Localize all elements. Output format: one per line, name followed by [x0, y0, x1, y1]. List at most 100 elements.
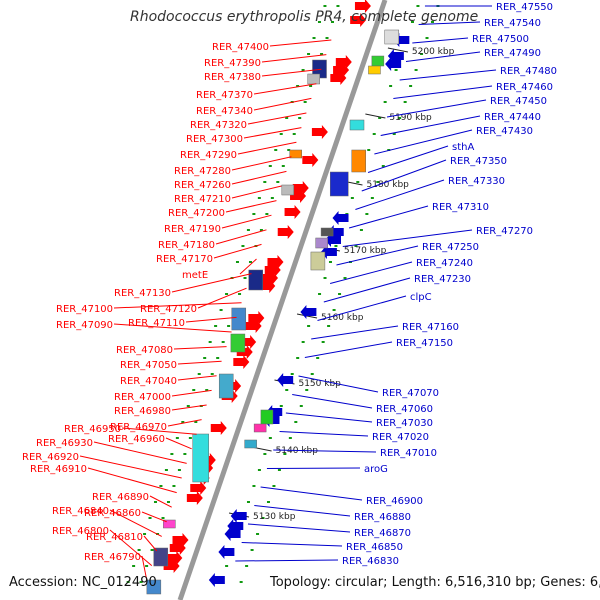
leader-line-left — [167, 419, 202, 427]
gene-label-right: RER_47310 — [432, 202, 489, 213]
track-dot — [288, 437, 292, 439]
leader-line-left — [165, 437, 192, 450]
topology-label: Topology: circular; Length: 6,516,310 bp… — [270, 575, 600, 590]
kbp-tick — [365, 113, 386, 119]
track-dot — [290, 373, 294, 375]
forward-gene-arrow — [210, 421, 227, 435]
gene-label-left: RER_47400 — [212, 42, 269, 53]
track-dot — [170, 453, 174, 455]
leader-line-right — [292, 394, 373, 409]
forward-gene-arrow — [284, 205, 301, 219]
leader-line-left — [231, 170, 287, 185]
kbp-label: 5130 kbp — [253, 512, 296, 522]
leader-line-left — [79, 455, 182, 479]
gene-label-left: RER_47290 — [180, 150, 237, 161]
leader-line-left — [239, 258, 257, 275]
reverse-gene-arrow — [230, 509, 247, 523]
leader-line-right — [273, 449, 377, 453]
gene-label-right: RER_47460 — [496, 82, 553, 93]
track-dot — [126, 581, 130, 583]
leader-line-right — [405, 51, 481, 62]
gene-label-left: RER_47370 — [196, 90, 253, 101]
track-dot — [225, 293, 229, 295]
track-dot — [279, 405, 283, 407]
track-dot — [137, 549, 141, 551]
track-dot — [148, 517, 152, 519]
kbp-label: 5140 kbp — [276, 446, 319, 456]
gene-label-right: RER_46850 — [346, 542, 403, 553]
track-dot — [203, 357, 207, 359]
track-dot — [238, 293, 242, 295]
feature-block — [320, 227, 334, 237]
track-dot — [378, 117, 382, 119]
leader-line-left — [253, 83, 317, 95]
gene-label-left: RER_46920 — [22, 452, 79, 463]
gene-label-right: RER_47270 — [476, 226, 533, 237]
track-dot — [327, 325, 331, 327]
track-dot — [263, 181, 267, 183]
track-dot — [145, 565, 149, 567]
track-dot — [420, 53, 424, 55]
leader-line-left — [215, 229, 267, 245]
track-dot — [285, 389, 289, 391]
track-dot — [161, 517, 165, 519]
gene-label-right: RER_47500 — [472, 34, 529, 45]
feature-block — [289, 149, 302, 159]
gene-label-left: RER_47040 — [120, 376, 177, 387]
reverse-gene-arrow — [385, 57, 402, 71]
leader-line-right — [348, 205, 429, 229]
track-dot — [227, 325, 231, 327]
kbp-label: 5200 kbp — [412, 47, 455, 57]
forward-gene-arrow — [292, 181, 309, 195]
track-dot — [414, 69, 418, 71]
leader-line-left — [109, 509, 162, 537]
track-dot — [328, 261, 332, 263]
track-dot — [310, 373, 314, 375]
feature-block — [163, 519, 176, 529]
track-dot — [398, 117, 402, 119]
forward-gene-arrow — [186, 491, 203, 505]
leader-line-right — [279, 431, 369, 437]
track-dot — [265, 213, 269, 215]
feature-block — [253, 423, 267, 433]
leader-line-left — [177, 375, 217, 381]
track-dot — [143, 533, 147, 535]
gene-label-left: RER_47260 — [174, 180, 231, 191]
track-dot — [248, 261, 252, 263]
track-dot — [312, 37, 316, 39]
gene-label-right: RER_47020 — [372, 432, 429, 443]
track-dot — [301, 69, 305, 71]
leader-line-left — [149, 495, 172, 508]
track-dot — [266, 501, 270, 503]
track-dot — [188, 437, 192, 439]
track-dot — [394, 69, 398, 71]
feature-block — [310, 251, 326, 271]
track-dot — [350, 197, 354, 199]
forward-gene-arrow — [311, 125, 328, 139]
track-dot — [208, 341, 212, 343]
forward-gene-arrow — [248, 311, 265, 325]
leader-line-right — [311, 325, 399, 340]
gene-label-left: RER_47300 — [186, 134, 243, 145]
track-dot — [367, 149, 371, 151]
track-dot — [330, 21, 334, 23]
forward-gene-arrow — [166, 551, 183, 565]
gene-label-left: RER_47090 — [56, 320, 113, 331]
track-dot — [292, 133, 296, 135]
feature-block — [384, 29, 399, 45]
track-dot — [285, 117, 289, 119]
feature-block — [315, 237, 328, 249]
track-dot — [318, 293, 322, 295]
leader-line-right — [298, 375, 379, 393]
gene-label-right: RER_47030 — [376, 418, 433, 429]
gene-label-left: RER_46860 — [84, 508, 141, 519]
leader-line-left — [143, 535, 158, 552]
kbp-label: 5160 kbp — [321, 313, 364, 323]
track-dot — [159, 485, 163, 487]
gene-label-right: RER_47240 — [416, 258, 473, 269]
track-dot — [257, 197, 261, 199]
gene-label-right: RER_47350 — [450, 156, 507, 167]
track-dot — [365, 213, 369, 215]
